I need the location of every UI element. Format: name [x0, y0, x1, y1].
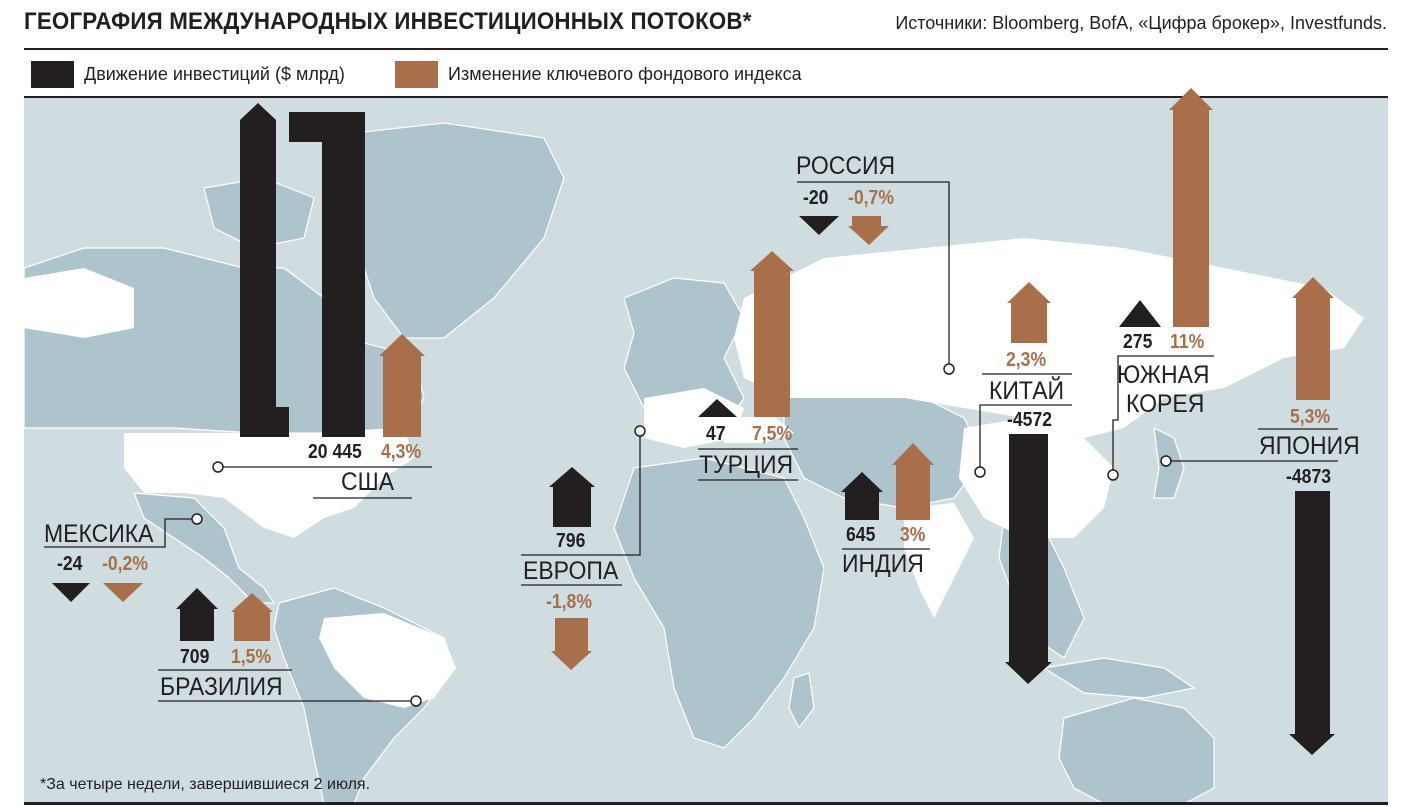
turkey-investment-arrow — [698, 399, 737, 417]
brazil-name: БРАЗИЛИЯ — [160, 673, 283, 701]
usa-investment-arrow — [240, 103, 365, 437]
brazil-index-value: 1,5% — [231, 646, 272, 668]
legend-label-investment: Движение инвестиций ($ млрд) — [84, 64, 345, 84]
india-index-arrow — [892, 443, 934, 520]
land-australia — [1058, 697, 1215, 804]
india-index-value: 3% — [900, 524, 926, 546]
india-investment-value: 645 — [846, 524, 876, 546]
japan-index-value: 5,3% — [1290, 406, 1331, 428]
turkey-index-arrow — [750, 251, 794, 417]
brazil-dot — [410, 695, 422, 707]
legend-rule — [24, 96, 1388, 98]
legend-item-index: Изменение ключевого фондового индекса — [395, 61, 802, 88]
russia-index-arrow — [848, 216, 889, 245]
korea-leader — [1112, 355, 1214, 472]
land-africa — [613, 457, 825, 749]
europe-index-value: -1,8% — [546, 591, 592, 613]
legend-swatch-investment — [31, 61, 74, 88]
japan-investment-arrow — [1289, 491, 1335, 755]
world-map-svg — [24, 122, 1364, 804]
location-dots — [191, 363, 1172, 707]
turkey-name: ТУРЦИЯ — [699, 451, 794, 479]
turkey-index-value: 7,5% — [752, 423, 793, 445]
legend-item-investment: Движение инвестиций ($ млрд) — [31, 61, 345, 88]
usa-investment-value: 20 445 — [308, 441, 362, 463]
japan-name: ЯПОНИЯ — [1259, 432, 1360, 460]
land-brazil — [319, 613, 456, 708]
land-indonesia — [1042, 657, 1196, 699]
russia-index-value: -0,7% — [848, 187, 894, 209]
land-alaska — [24, 268, 134, 338]
russia-investment-value: -20 — [803, 187, 829, 209]
china-index-value: 2,3% — [1006, 349, 1047, 371]
land-madagascar — [788, 672, 815, 730]
south-korea-name-line1: ЮЖНАЯ — [1117, 361, 1210, 389]
europe-index-arrow — [551, 618, 592, 670]
europe-investment-value: 796 — [556, 530, 586, 552]
leader-lines — [44, 181, 1338, 702]
mexico-investment-arrow — [52, 583, 90, 602]
brazil-index-arrow — [231, 593, 273, 641]
south-korea-investment-value: 275 — [1123, 331, 1153, 353]
turkey-investment-value: 47 — [706, 423, 726, 445]
usa-index-arrow — [379, 334, 425, 437]
china-dot — [974, 466, 986, 478]
korea-dot — [1107, 469, 1119, 481]
south-korea-investment-arrow — [1119, 300, 1161, 327]
russia-dot — [943, 363, 955, 375]
mexico-index-value: -0,2% — [102, 553, 148, 575]
mexico-index-arrow — [103, 583, 143, 602]
brazil-investment-arrow — [176, 588, 218, 641]
mexico-dot — [191, 513, 203, 525]
land-india — [904, 503, 974, 618]
china-investment-arrow — [1005, 434, 1052, 684]
legend-swatch-index — [395, 61, 438, 88]
china-name: КИТАЙ — [989, 377, 1065, 405]
europe-leader — [521, 431, 641, 556]
russia-leader — [797, 181, 950, 366]
mexico-name: МЕКСИКА — [44, 520, 154, 548]
south-korea-index-value: 11% — [1170, 331, 1205, 353]
europe-investment-arrow — [549, 467, 595, 527]
china-leader — [979, 404, 1072, 470]
usa-dot — [212, 461, 224, 473]
sources-note: Источники: Bloomberg, BofA, «Цифра броке… — [895, 13, 1387, 33]
brazil-investment-value: 709 — [180, 646, 210, 668]
china-investment-value: -4572 — [1007, 409, 1053, 431]
mexico-leader — [44, 518, 197, 548]
europe-dot — [634, 425, 646, 437]
china-index-arrow — [1007, 282, 1051, 343]
mexico-investment-value: -24 — [57, 553, 83, 575]
india-name: ИНДИЯ — [842, 550, 924, 578]
land-usa — [124, 428, 414, 538]
chart-title: ГЕОГРАФИЯ МЕЖДУНАРОДНЫХ ИНВЕСТИЦИОННЫХ П… — [24, 8, 752, 35]
legend-label-index: Изменение ключевого фондового индекса — [448, 64, 802, 84]
footnote: *За четыре недели, завершившиеся 2 июля. — [40, 776, 371, 793]
japan-investment-value: -4873 — [1286, 466, 1332, 488]
usa-name: США — [341, 468, 395, 496]
europe-name: ЕВРОПА — [523, 557, 619, 585]
japan-index-arrow — [1292, 277, 1334, 400]
header-rule — [24, 48, 1388, 50]
russia-investment-arrow — [799, 216, 839, 235]
footer-rule — [24, 802, 1388, 805]
russia-name: РОССИЯ — [796, 152, 896, 180]
usa-index-value: 4,3% — [381, 441, 422, 463]
land-mexico — [133, 492, 276, 604]
south-korea-index-arrow — [1169, 88, 1213, 327]
south-korea-name-line2: КОРЕЯ — [1126, 390, 1205, 418]
japan-dot — [1160, 455, 1172, 467]
land-turkey — [714, 416, 794, 443]
india-investment-arrow — [841, 472, 883, 520]
